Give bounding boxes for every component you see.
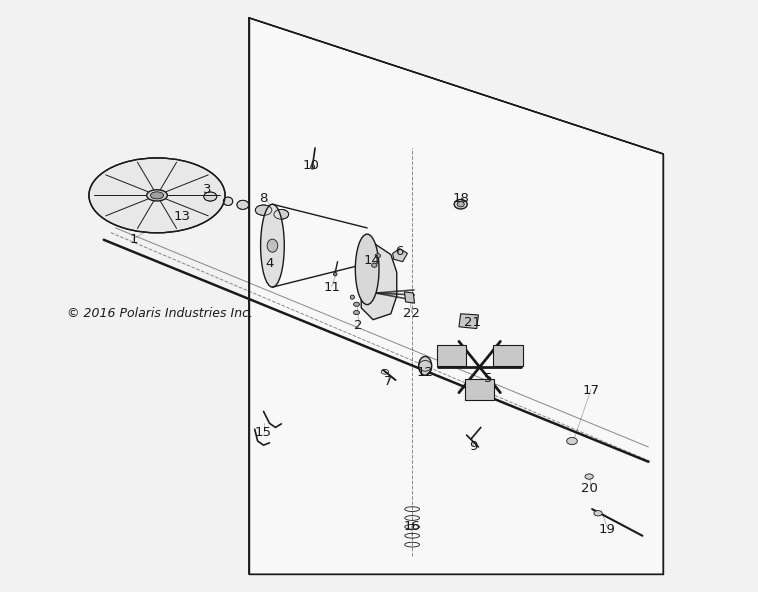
Ellipse shape: [356, 234, 379, 305]
Text: 16: 16: [403, 520, 420, 533]
Text: 6: 6: [396, 245, 404, 258]
Text: 11: 11: [323, 281, 340, 294]
Text: 17: 17: [582, 384, 600, 397]
Text: 20: 20: [581, 482, 597, 495]
Text: 21: 21: [464, 316, 481, 329]
Text: 1: 1: [129, 233, 137, 246]
Text: 7: 7: [384, 375, 392, 388]
Polygon shape: [249, 18, 663, 574]
Ellipse shape: [375, 254, 381, 258]
Text: 2: 2: [354, 319, 362, 332]
Ellipse shape: [418, 356, 432, 375]
Ellipse shape: [585, 474, 594, 480]
Ellipse shape: [353, 303, 359, 307]
Ellipse shape: [334, 272, 337, 276]
Text: 14: 14: [363, 254, 381, 267]
Polygon shape: [393, 249, 407, 262]
Text: 22: 22: [403, 307, 420, 320]
Ellipse shape: [457, 202, 464, 207]
Text: 19: 19: [599, 523, 615, 536]
Ellipse shape: [454, 200, 467, 209]
Text: 13: 13: [174, 210, 191, 223]
Ellipse shape: [204, 192, 217, 201]
Ellipse shape: [146, 189, 168, 201]
Ellipse shape: [350, 295, 355, 300]
Text: 4: 4: [265, 257, 274, 270]
Polygon shape: [493, 345, 522, 366]
Text: 9: 9: [469, 440, 478, 453]
Ellipse shape: [224, 197, 233, 205]
Text: 10: 10: [302, 159, 319, 172]
Text: 18: 18: [453, 192, 469, 205]
Ellipse shape: [89, 158, 225, 233]
Polygon shape: [362, 243, 396, 320]
Ellipse shape: [255, 205, 272, 215]
Text: 5: 5: [484, 372, 493, 385]
Polygon shape: [405, 292, 415, 303]
Polygon shape: [465, 379, 494, 400]
Polygon shape: [437, 345, 466, 366]
Ellipse shape: [237, 200, 249, 210]
Ellipse shape: [567, 437, 578, 445]
Text: 8: 8: [259, 192, 268, 205]
Ellipse shape: [371, 263, 377, 268]
Ellipse shape: [311, 165, 315, 169]
Polygon shape: [459, 314, 478, 329]
Ellipse shape: [594, 510, 602, 516]
Ellipse shape: [353, 311, 359, 315]
Ellipse shape: [261, 204, 284, 287]
Ellipse shape: [151, 192, 164, 199]
Text: © 2016 Polaris Industries Inc.: © 2016 Polaris Industries Inc.: [67, 307, 253, 320]
Text: 12: 12: [417, 366, 434, 379]
Text: 15: 15: [255, 426, 272, 439]
Text: 3: 3: [203, 183, 211, 196]
Ellipse shape: [274, 210, 289, 219]
Ellipse shape: [267, 239, 277, 252]
